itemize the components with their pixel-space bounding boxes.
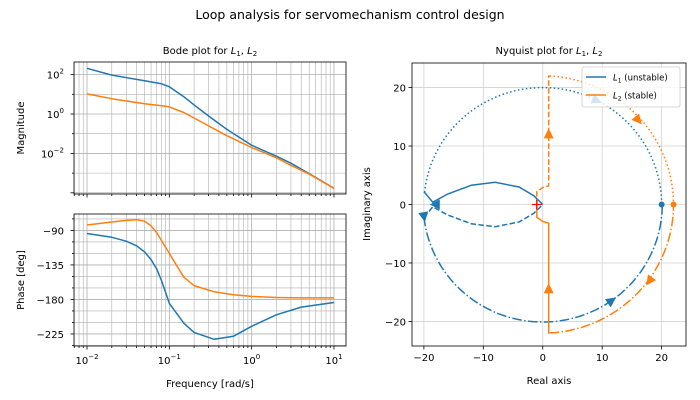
nyquist-l2-arrow: [646, 274, 657, 286]
phase-ytick-label: −90: [43, 226, 64, 237]
phase-axes: [70, 214, 346, 350]
nyquist-xlabel: Real axis: [527, 376, 572, 387]
magnitude-ytick-label: 102: [47, 68, 64, 82]
nyquist-xtick-label: 10: [596, 353, 609, 364]
phase-line-l2: [86, 218, 334, 299]
nyquist-xtick-label: −20: [413, 353, 434, 364]
magnitude-line-l1: [86, 67, 335, 189]
nyquist-l1-arrow: [604, 297, 617, 308]
nyquist-ytick-label: −10: [385, 259, 406, 270]
phase-line-l1: [86, 232, 335, 341]
nyquist-l1-solid-curve: [423, 181, 544, 206]
nyquist-ylabel: Imaginary axis: [362, 167, 373, 241]
magnitude-ytick-label: 10−2: [41, 146, 64, 160]
nyquist-l1-dashed-curve: [423, 203, 544, 228]
nyquist-ytick-label: 10: [393, 142, 406, 153]
nyquist-l2-arrow: [543, 128, 554, 139]
nyquist-ytick-label: 0: [400, 201, 406, 212]
legend-label-l2: L2 (stable): [613, 92, 657, 103]
bode-title: Bode plot for L1, L2: [163, 46, 257, 58]
nyquist-title: Nyquist plot for L1, L2: [496, 46, 603, 58]
phase-ylabel: Phase [deg]: [16, 250, 27, 310]
nyquist-l2-arrow: [631, 113, 642, 125]
nyquist-xtick-label: 20: [655, 353, 668, 364]
magnitude-ylabel: Magnitude: [16, 102, 27, 155]
nyquist-l2-arrow: [543, 283, 554, 294]
magnitude-line-l2: [86, 93, 335, 189]
nyquist-l1-arrow: [429, 199, 440, 210]
bode-xtick-label: 10−2: [75, 353, 98, 367]
legend: L1 (unstable) L2 (stable): [581, 66, 681, 108]
critical-point-marker: [531, 199, 542, 210]
phase-ytick-label: −225: [37, 330, 64, 341]
bode-xtick-label: 100: [243, 353, 260, 367]
bode-xlabel: Frequency [rad/s]: [166, 379, 254, 390]
nyquist-l2-dashdot-curve: [549, 204, 675, 334]
magnitude-axes: [70, 62, 346, 198]
nyquist-frame: [411, 62, 687, 347]
nyquist-xtick-label: −10: [473, 353, 494, 364]
nyquist-ytick-label: 20: [393, 84, 406, 95]
nyquist-l2-start-marker: [670, 201, 677, 208]
magnitude-ytick-label: 100: [47, 107, 64, 121]
figure-title: Loop analysis for servomechanism control…: [195, 7, 504, 22]
magnitude-frame: [73, 61, 347, 195]
nyquist-l1-start-marker: [658, 201, 665, 208]
nyquist-ytick-label: −20: [385, 317, 406, 328]
legend-label-l1: L1 (unstable): [613, 74, 668, 85]
legend-box: [581, 66, 681, 108]
nyquist-l1-arrow: [418, 211, 429, 223]
phase-ytick-label: −135: [37, 261, 64, 272]
bode-xtick-label: 101: [325, 353, 342, 367]
phase-frame: [73, 213, 347, 347]
nyquist-xtick-label: 0: [540, 353, 546, 364]
phase-ytick-label: −180: [37, 295, 64, 306]
bode-xtick-label: 10−1: [158, 353, 181, 367]
